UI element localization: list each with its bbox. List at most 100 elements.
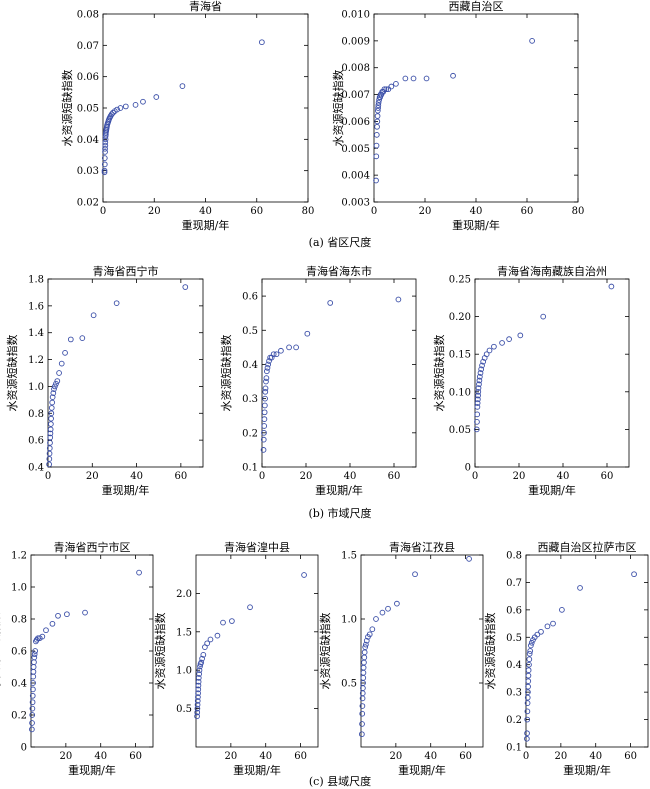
data-point <box>29 726 35 733</box>
y-tick-label: 0.03 <box>77 166 99 177</box>
data-point <box>30 673 37 680</box>
data-point <box>506 336 512 343</box>
data-point <box>474 403 481 410</box>
x-tick-label: 20 <box>419 206 432 217</box>
x-axis-label: 重现期/年 <box>182 218 230 232</box>
data-point <box>362 644 369 651</box>
x-tick-label: 60 <box>459 751 472 762</box>
x-axis-label: 重现期/年 <box>68 763 116 777</box>
x-tick-label: 40 <box>470 206 483 217</box>
data-point <box>207 636 214 643</box>
data-point <box>474 419 480 425</box>
data-point <box>30 668 37 675</box>
y-tick-label: 0.009 <box>341 36 370 47</box>
x-tick-label: 40 <box>424 751 437 762</box>
data-point <box>475 388 482 395</box>
y-tick-label: 2.0 <box>176 589 192 600</box>
x-tick-label: 80 <box>572 206 585 217</box>
plot-frame <box>195 554 319 748</box>
data-point <box>49 394 56 401</box>
x-axis-label: 重现期/年 <box>528 483 576 497</box>
data-point <box>31 659 37 666</box>
data-point <box>30 664 37 670</box>
data-point <box>608 283 615 290</box>
y-tick-label: 0.006 <box>341 117 370 128</box>
data-point <box>559 607 565 613</box>
y-tick-label: 0 <box>465 463 471 474</box>
data-point <box>473 426 480 433</box>
plot-frame <box>373 13 579 203</box>
data-point <box>102 139 109 146</box>
data-point <box>29 699 36 706</box>
data-point <box>526 656 533 663</box>
data-point <box>114 106 120 113</box>
caption-c: (c) 县域尺度 <box>309 774 371 788</box>
data-point <box>194 698 201 704</box>
data-point <box>117 105 124 111</box>
data-point <box>267 354 273 361</box>
x-tick-label: 0 <box>259 471 265 482</box>
data-point <box>376 97 382 103</box>
x-tick-label: 40 <box>344 471 357 482</box>
y-tick-label: 1.2 <box>28 355 44 366</box>
data-point <box>525 678 532 685</box>
data-point <box>204 640 211 647</box>
x-tick-label: 40 <box>94 751 107 762</box>
data-point <box>273 351 280 358</box>
data-point <box>220 619 226 626</box>
data-point <box>101 167 108 174</box>
y-tick-label: 0.05 <box>77 104 99 115</box>
data-point <box>550 620 556 627</box>
data-point <box>327 300 334 306</box>
data-point <box>483 351 490 358</box>
x-tick-label: 20 <box>300 471 313 482</box>
data-point <box>31 651 38 658</box>
plot-frame <box>47 278 204 468</box>
y-tick-label: 0.15 <box>449 350 471 361</box>
data-point <box>55 612 61 619</box>
data-point <box>52 383 58 390</box>
data-point <box>214 632 221 639</box>
data-point <box>374 113 381 119</box>
data-point <box>54 378 61 384</box>
y-axis-label: 水资源短缺指数 <box>219 335 233 412</box>
data-point <box>293 344 299 351</box>
data-point <box>525 667 532 674</box>
x-tick-label: 60 <box>250 206 263 217</box>
data-point <box>31 654 38 661</box>
data-point <box>394 600 400 607</box>
y-tick-label: 0.4 <box>242 360 258 371</box>
y-tick-label: 0.010 <box>341 10 370 21</box>
x-tick-label: 40 <box>130 471 143 482</box>
data-point <box>534 631 541 638</box>
data-point <box>56 370 62 376</box>
data-point <box>179 83 186 89</box>
y-tick-label: 0.6 <box>242 292 258 303</box>
x-tick-label: 40 <box>557 471 570 482</box>
x-axis-label: 重现期/年 <box>233 763 281 777</box>
data-point <box>101 155 108 161</box>
y-tick-label: 0.5 <box>176 704 192 715</box>
data-point <box>359 710 366 717</box>
data-point <box>524 700 531 706</box>
data-point <box>29 705 36 712</box>
data-point <box>50 390 57 396</box>
data-point <box>265 361 272 368</box>
data-point <box>229 618 235 624</box>
y-tick-label: 1.0 <box>176 666 192 677</box>
data-point <box>423 75 430 82</box>
y-tick-label: 0.10 <box>449 387 471 398</box>
data-point <box>450 72 456 79</box>
data-point <box>79 335 86 341</box>
panel-title: 青海省 <box>189 0 222 13</box>
x-tick-label: 20 <box>86 471 99 482</box>
data-point <box>517 332 524 339</box>
y-axis-label: 水资源短缺指数 <box>483 613 497 690</box>
data-point <box>363 641 369 648</box>
x-tick-label: 40 <box>259 751 272 762</box>
x-tick-label: 0 <box>472 471 478 482</box>
caption-a: (a) 省区尺度 <box>309 235 372 249</box>
